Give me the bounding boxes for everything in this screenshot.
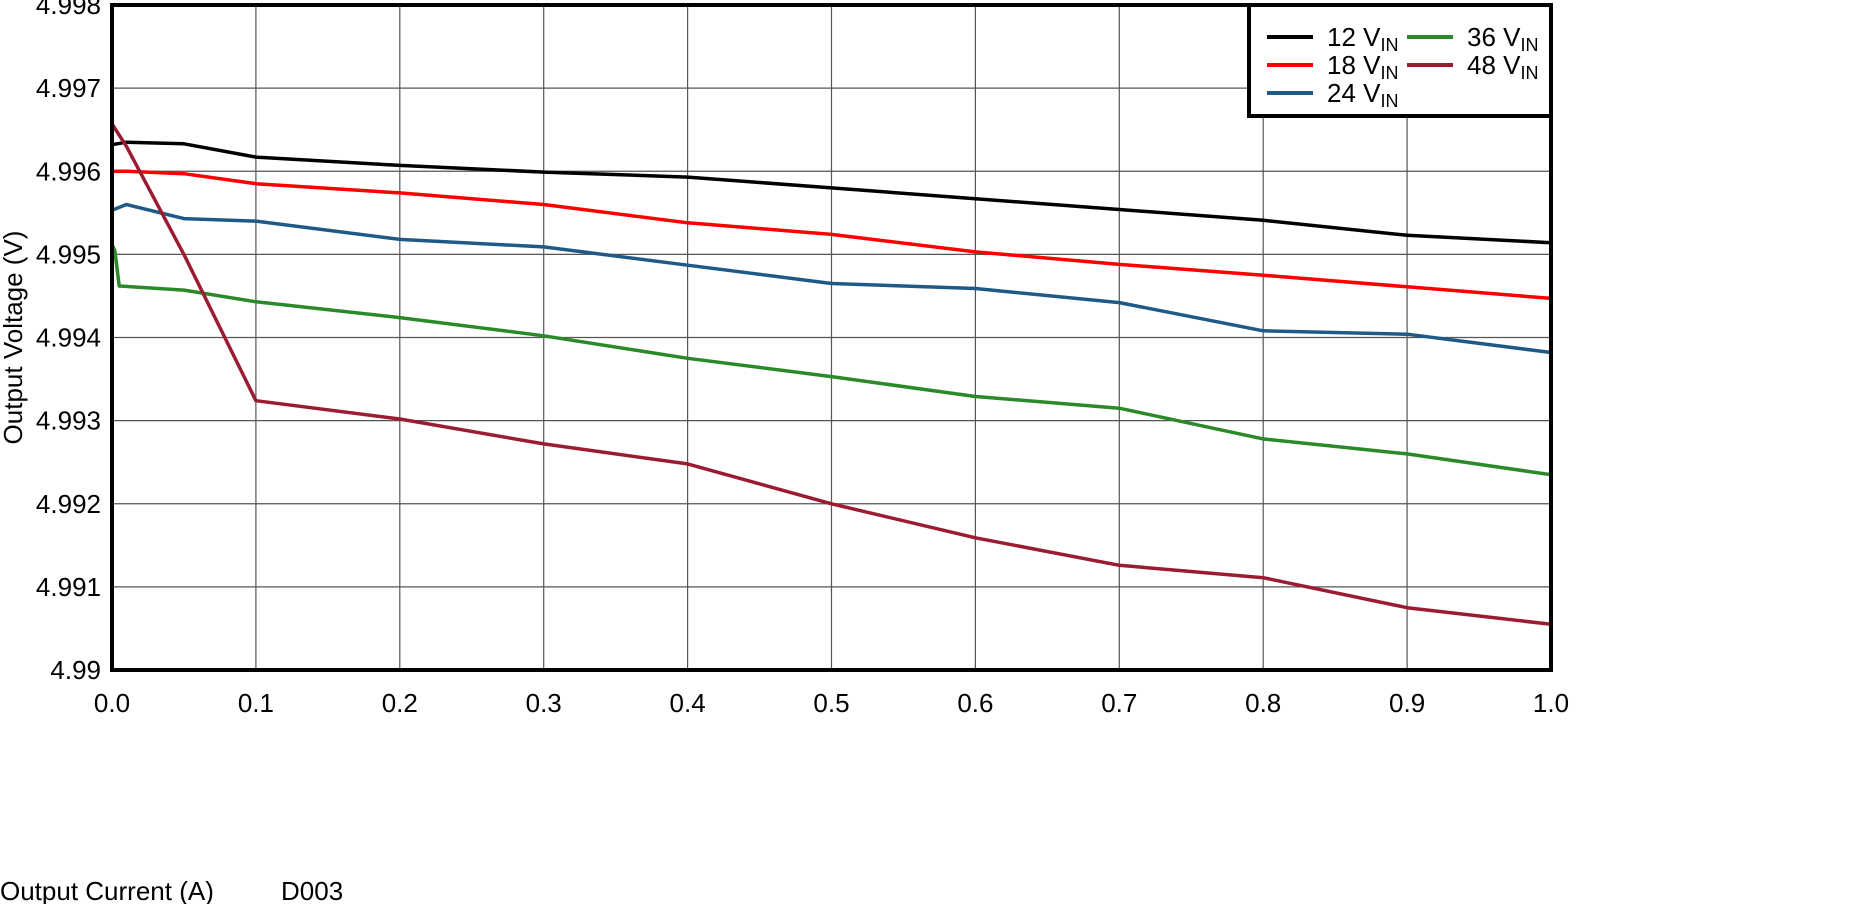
x-tick-label: 0.6 <box>957 688 993 718</box>
figure-id: D003 <box>281 876 343 904</box>
series-line <box>110 243 1552 477</box>
legend-box <box>1247 3 1553 118</box>
y-tick-label: 4.99 <box>50 655 101 685</box>
series-line <box>111 202 1552 355</box>
x-tick-label: 0.4 <box>670 688 706 718</box>
legend-label-main: 48 V <box>1467 50 1521 80</box>
x-tick-label: 0.2 <box>382 688 418 718</box>
x-tick-label: 0.0 <box>94 688 130 718</box>
series-line <box>111 140 1552 245</box>
x-tick-label: 0.8 <box>1245 688 1281 718</box>
y-tick-label: 4.996 <box>36 156 101 186</box>
legend-label-main: 12 V <box>1327 22 1381 52</box>
y-tick-label: 4.994 <box>36 323 101 353</box>
y-tick-label: 4.991 <box>36 572 101 602</box>
x-tick-label: 0.1 <box>238 688 274 718</box>
x-axis-label: Output Current (A) <box>0 876 214 904</box>
y-tick-label: 4.998 <box>36 0 101 20</box>
legend-label-subscript: IN <box>1381 63 1399 83</box>
series-line <box>110 122 1552 627</box>
y-tick-label: 4.995 <box>36 239 101 269</box>
legend-label: 48 VIN <box>1467 50 1539 83</box>
x-tick-labels: 0.0 0.1 0.2 0.3 0.4 0.5 0.6 0.7 0.8 0.9 1.0 <box>94 688 1569 718</box>
x-tick-label: 0.9 <box>1389 688 1425 718</box>
legend-label: 36 VIN <box>1467 22 1539 55</box>
legend-label-main: 24 V <box>1327 78 1381 108</box>
legend-label-main: 36 V <box>1467 22 1521 52</box>
legend-label-subscript: IN <box>1521 35 1539 55</box>
plot-frame <box>110 3 1553 672</box>
legend-label: 24 VIN <box>1327 78 1399 111</box>
series-line <box>112 169 1552 301</box>
x-tick-label: 0.5 <box>813 688 849 718</box>
y-tick-labels: 4.99 4.991 4.992 4.993 4.994 4.995 4.996 4.997 4… <box>36 0 101 685</box>
legend-label-subscript: IN <box>1521 63 1539 83</box>
legend-label: 18 VIN <box>1327 50 1399 83</box>
legend-label-main: 18 V <box>1327 50 1381 80</box>
y-tick-label: 4.992 <box>36 489 101 519</box>
legend-label-subscript: IN <box>1381 91 1399 111</box>
x-tick-label: 0.7 <box>1101 688 1137 718</box>
y-axis-label: Output Voltage (V) <box>0 231 28 445</box>
y-tick-label: 4.997 <box>36 73 101 103</box>
legend-label-subscript: IN <box>1381 35 1399 55</box>
legend-label: 12 VIN <box>1327 22 1399 55</box>
x-tick-label: 0.3 <box>526 688 562 718</box>
series-lines <box>110 122 1552 627</box>
x-tick-label: 1.0 <box>1533 688 1569 718</box>
y-tick-label: 4.993 <box>36 406 101 436</box>
